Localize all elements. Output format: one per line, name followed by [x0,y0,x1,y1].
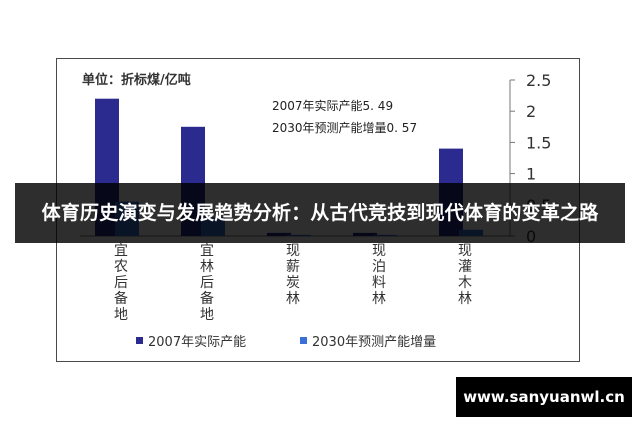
y-tick-label: 2.5 [526,71,551,90]
legend-swatch [136,337,143,344]
x-category-label: 现泊料林 [372,243,386,307]
annotation-2030: 2030年预测产能增量0. 57 [272,121,417,135]
article-title-banner: 体育历史演变与发展趋势分析：从古代竞技到现代体育的变革之路 [15,183,625,243]
site-watermark: www.sanyuanwl.cn [456,377,632,417]
x-category-label: 现灌木林 [458,243,472,307]
x-category-label: 宜林后备地 [200,243,214,323]
legend-swatch [300,337,307,344]
unit-label: 单位：折标煤/亿吨 [82,72,191,88]
legend-label: 2030年预测产能增量 [312,335,436,350]
x-category-label: 现薪炭林 [286,243,300,307]
annotation-2007: 2007年实际产能5. 49 [272,98,393,113]
legend-label: 2007年实际产能 [148,335,246,350]
y-tick-label: 1.5 [526,133,551,152]
x-category-label: 宜农后备地 [114,243,128,323]
y-tick-label: 1 [526,165,536,184]
y-tick-label: 2 [526,102,536,121]
